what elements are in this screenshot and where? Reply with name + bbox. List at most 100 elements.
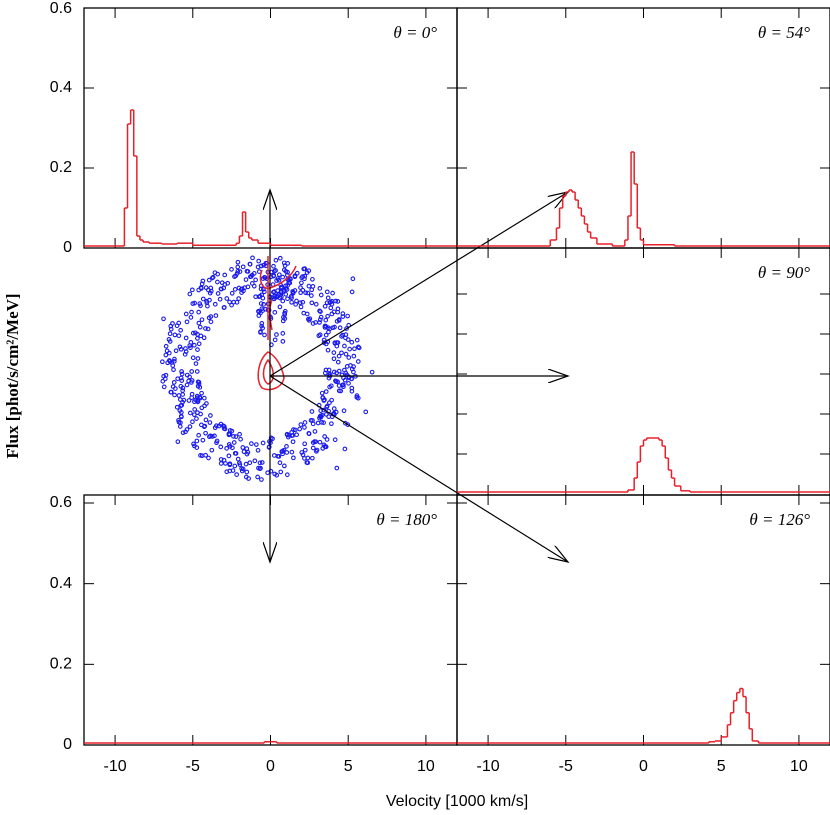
schematic-dot — [245, 284, 251, 290]
schematic-dot — [256, 465, 261, 471]
schematic-dot — [204, 401, 209, 406]
schematic-dot — [213, 313, 219, 318]
schematic-dot — [261, 262, 267, 268]
schematic-dot — [330, 290, 335, 296]
schematic-dot — [258, 301, 264, 306]
panel-annotation: θ = 54° — [758, 23, 810, 42]
y-tick-label: 0.2 — [50, 656, 72, 673]
schematic-dot — [183, 349, 189, 354]
schematic-dot — [331, 350, 337, 355]
schematic-dot — [317, 320, 322, 325]
schematic-dot — [272, 293, 277, 299]
schematic-dot — [340, 311, 346, 316]
schematic-dot — [193, 361, 199, 366]
schematic-dot — [260, 276, 266, 281]
y-tick-label: 0.4 — [50, 575, 72, 592]
schematic-dot — [291, 455, 296, 461]
schematic-dot — [317, 439, 323, 445]
schematic-dot — [167, 331, 173, 337]
schematic-contour — [257, 351, 285, 391]
schematic-dot — [234, 299, 240, 305]
schematic-dot — [173, 348, 179, 354]
schematic-dot — [256, 313, 262, 318]
schematic-dot — [212, 301, 218, 307]
schematic-dot — [341, 375, 346, 381]
schematic-dot — [323, 444, 329, 449]
schematic-dot — [222, 282, 228, 287]
schematic-dot — [249, 272, 255, 278]
schematic-dot — [345, 313, 350, 319]
schematic-dot — [284, 444, 289, 449]
schematic-dot — [300, 274, 306, 279]
schematic-dot — [321, 337, 327, 343]
schematic-dot — [176, 393, 182, 398]
schematic-dot — [328, 305, 334, 311]
schematic-dot — [346, 380, 351, 386]
schematic-dot — [323, 367, 329, 373]
schematic-dot — [323, 332, 329, 338]
schematic-dot — [178, 327, 184, 333]
schematic-dot — [276, 454, 282, 459]
x-tick-label: 10 — [417, 758, 435, 775]
schematic-dot — [196, 432, 201, 438]
schematic-dot — [244, 469, 250, 475]
schematic-dot — [229, 302, 234, 308]
schematic-dot — [259, 323, 264, 329]
schematic-dot — [327, 384, 333, 390]
schematic-dot — [189, 309, 194, 315]
schematic-dot — [231, 440, 237, 445]
schematic-dot — [234, 472, 240, 477]
schematic-dot — [212, 270, 218, 276]
schematic-dot — [203, 285, 209, 291]
schematic-dot — [271, 289, 276, 295]
schematic-dot — [292, 273, 298, 279]
schematic-dot — [236, 296, 242, 301]
x-tick-label: 0 — [639, 758, 648, 775]
schematic-dot — [258, 263, 264, 269]
schematic-dot — [317, 332, 323, 338]
schematic-dot — [245, 269, 251, 274]
schematic-dot — [280, 274, 286, 280]
schematic-dot — [163, 372, 169, 378]
schematic-dot — [342, 343, 347, 349]
schematic-dot — [172, 332, 178, 338]
schematic-dot — [302, 447, 308, 453]
panel-annotation: θ = 126° — [749, 510, 810, 529]
schematic-dot — [190, 419, 195, 425]
schematic-dot — [194, 369, 200, 374]
schematic-dot — [354, 394, 360, 400]
schematic-dot — [255, 474, 260, 480]
schematic-dot — [284, 272, 290, 278]
schematic-dot — [309, 293, 314, 298]
schematic-contour — [262, 358, 274, 385]
schematic-dot — [188, 339, 194, 345]
schematic-dot — [243, 461, 249, 467]
schematic-dot — [299, 280, 304, 286]
schematic-dot — [265, 470, 270, 476]
schematic-dot — [235, 259, 241, 265]
schematic-dot — [222, 272, 228, 278]
schematic-dot — [277, 460, 283, 466]
schematic-dot — [298, 285, 303, 290]
schematic-dot — [318, 309, 323, 314]
schematic-dot — [345, 422, 351, 427]
schematic-dot — [363, 409, 369, 415]
schematic-dot — [213, 423, 219, 429]
schematic-dot — [203, 417, 209, 423]
schematic-dot — [279, 294, 284, 300]
schematic-dot — [283, 286, 288, 292]
schematic-dot — [258, 465, 263, 471]
schematic-dot — [302, 425, 307, 430]
schematic-dot — [336, 318, 342, 323]
schematic-dot — [224, 296, 230, 301]
schematic-dot — [344, 364, 350, 369]
schematic-dot — [329, 397, 334, 403]
schematic-dot — [335, 359, 341, 365]
schematic-dot — [190, 355, 196, 361]
schematic-dot — [327, 326, 333, 332]
schematic-dot — [192, 443, 197, 449]
schematic-dot — [271, 296, 277, 302]
schematic-dot — [249, 441, 254, 446]
schematic-dot — [280, 339, 286, 344]
schematic-dot — [335, 299, 341, 304]
